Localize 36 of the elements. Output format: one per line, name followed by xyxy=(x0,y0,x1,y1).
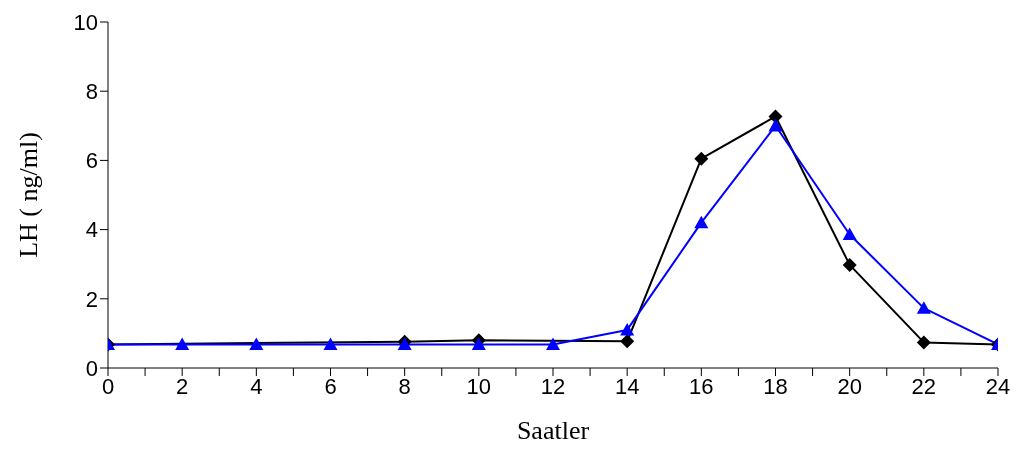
y-tick-label: 10 xyxy=(73,9,98,35)
x-tick-label: 22 xyxy=(911,373,937,399)
point xyxy=(694,215,709,229)
point xyxy=(249,337,264,351)
point xyxy=(916,301,931,314)
point xyxy=(620,334,635,349)
x-tick-label: 10 xyxy=(466,373,492,399)
y-tick-label: 0 xyxy=(85,355,98,381)
x-tick-label: 12 xyxy=(540,373,566,399)
x-tick-label: 4 xyxy=(250,373,263,399)
x-tick-label: 24 xyxy=(985,373,1011,399)
y-tick-label: 8 xyxy=(85,79,98,105)
point xyxy=(768,109,783,124)
point xyxy=(323,337,338,351)
y-tick-label: 2 xyxy=(85,286,98,312)
y-tick-label: 4 xyxy=(85,217,98,243)
x-tick-label: 0 xyxy=(101,373,115,399)
point xyxy=(768,118,783,132)
point xyxy=(471,337,486,351)
x-tick-label: 2 xyxy=(176,373,189,399)
x-tick-label: 20 xyxy=(837,373,862,399)
x-tick-label: 14 xyxy=(614,373,640,399)
point xyxy=(546,337,560,351)
point xyxy=(694,151,709,166)
y-tick-label: 6 xyxy=(85,148,98,174)
y-axis-title: LH ( ng/ml) xyxy=(14,132,44,258)
point xyxy=(916,335,931,350)
point xyxy=(620,322,635,336)
x-axis-title: Saatler xyxy=(516,416,590,445)
x-tick-label: 6 xyxy=(324,373,337,399)
point xyxy=(842,257,857,272)
x-tick-label: 18 xyxy=(763,373,788,399)
point xyxy=(842,227,857,241)
x-tick-label: 8 xyxy=(398,373,411,399)
x-tick-label: 16 xyxy=(689,373,714,399)
point xyxy=(175,337,190,351)
